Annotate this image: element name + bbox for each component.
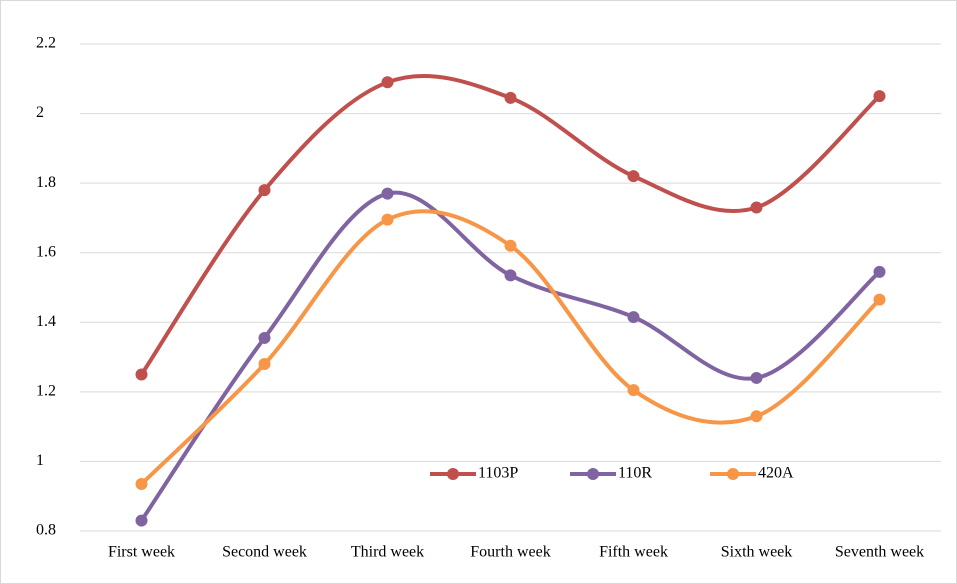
x-tick-label: First week (108, 544, 175, 561)
legend-marker (587, 468, 599, 480)
data-point (627, 311, 640, 324)
y-tick-label: 2.2 (36, 35, 56, 52)
legend-marker (727, 468, 739, 480)
x-tick-label: Sixth week (721, 544, 793, 561)
legend-marker (447, 468, 459, 480)
x-tick-label: Third week (351, 544, 424, 561)
data-point (258, 184, 271, 197)
data-point (873, 293, 886, 306)
x-tick-label: Fifth week (599, 544, 668, 561)
data-point (750, 410, 763, 423)
x-tick-label: Second week (222, 544, 307, 561)
data-point (504, 91, 517, 104)
data-point (504, 239, 517, 252)
legend-label: 420A (758, 465, 794, 482)
y-tick-label: 1.2 (36, 383, 56, 400)
y-tick-label: 1.6 (36, 243, 56, 260)
legend-label: 110R (618, 465, 652, 482)
data-point (381, 76, 394, 89)
y-tick-label: 1.4 (36, 313, 56, 330)
data-point (381, 187, 394, 200)
x-tick-label: Fourth week (470, 544, 550, 561)
y-tick-label: 1.8 (36, 174, 56, 191)
data-point (135, 368, 148, 381)
data-point (627, 170, 640, 183)
data-point (873, 90, 886, 103)
data-point (258, 331, 271, 344)
x-tick-label: Seventh week (835, 544, 924, 561)
y-tick-label: 2 (36, 104, 44, 121)
data-point (135, 514, 148, 527)
data-point (873, 265, 886, 278)
legend-label: 1103P (478, 465, 518, 482)
y-tick-label: 1 (36, 452, 44, 469)
data-point (627, 384, 640, 397)
data-point (750, 201, 763, 214)
data-point (135, 478, 148, 491)
data-point (381, 213, 394, 226)
data-point (258, 358, 271, 371)
y-tick-label: 0.8 (36, 522, 56, 539)
data-point (504, 269, 517, 282)
data-point (750, 371, 763, 384)
